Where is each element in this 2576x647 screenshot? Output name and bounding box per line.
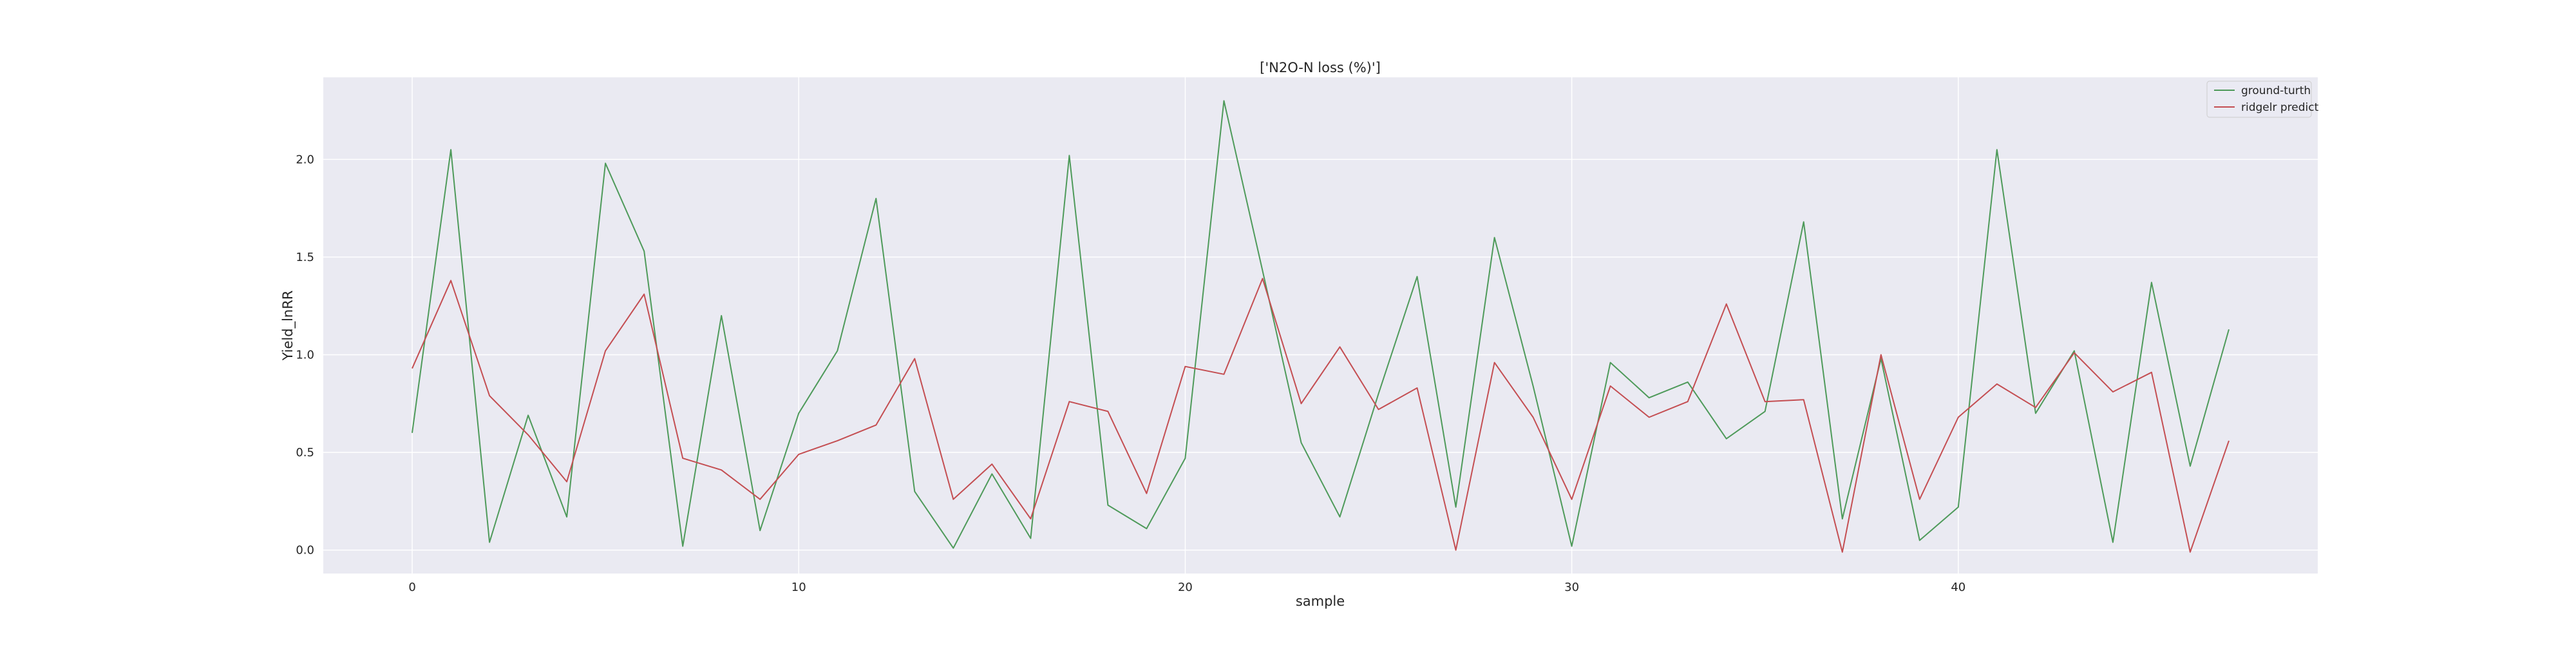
series-line-ridgelr-predict	[412, 278, 2230, 553]
y-tick-labels: 0.0 0.5 1.0 1.5 2.0	[296, 153, 314, 557]
y-tick-label: 0.0	[296, 544, 314, 557]
x-tick-label: 0	[408, 581, 415, 594]
plot-background	[323, 77, 2318, 574]
y-tick-label: 1.5	[296, 251, 314, 264]
y-tick-label: 1.0	[296, 348, 314, 362]
legend-label-ground-turth: ground-turth	[2241, 84, 2311, 97]
legend: ground-turth ridgelr predict	[2206, 81, 2319, 118]
y-axis-label: Yield_lnRR	[280, 291, 296, 362]
chart-title: ['N2O-N loss (%)']	[1260, 60, 1381, 75]
x-tick-labels: 0 10 20 30 40	[408, 581, 1965, 594]
y-tick-label: 2.0	[296, 153, 314, 166]
y-tick-label: 0.5	[296, 446, 314, 459]
series-lines	[412, 100, 2230, 553]
x-tick-label: 30	[1564, 581, 1579, 594]
x-tick-label: 40	[1951, 581, 1965, 594]
series-line-ground-turth	[412, 100, 2230, 549]
x-tick-label: 20	[1178, 581, 1193, 594]
x-axis-label: sample	[1296, 594, 1345, 609]
legend-label-ridgelr-predict: ridgelr predict	[2241, 101, 2319, 114]
x-tick-label: 10	[791, 581, 806, 594]
